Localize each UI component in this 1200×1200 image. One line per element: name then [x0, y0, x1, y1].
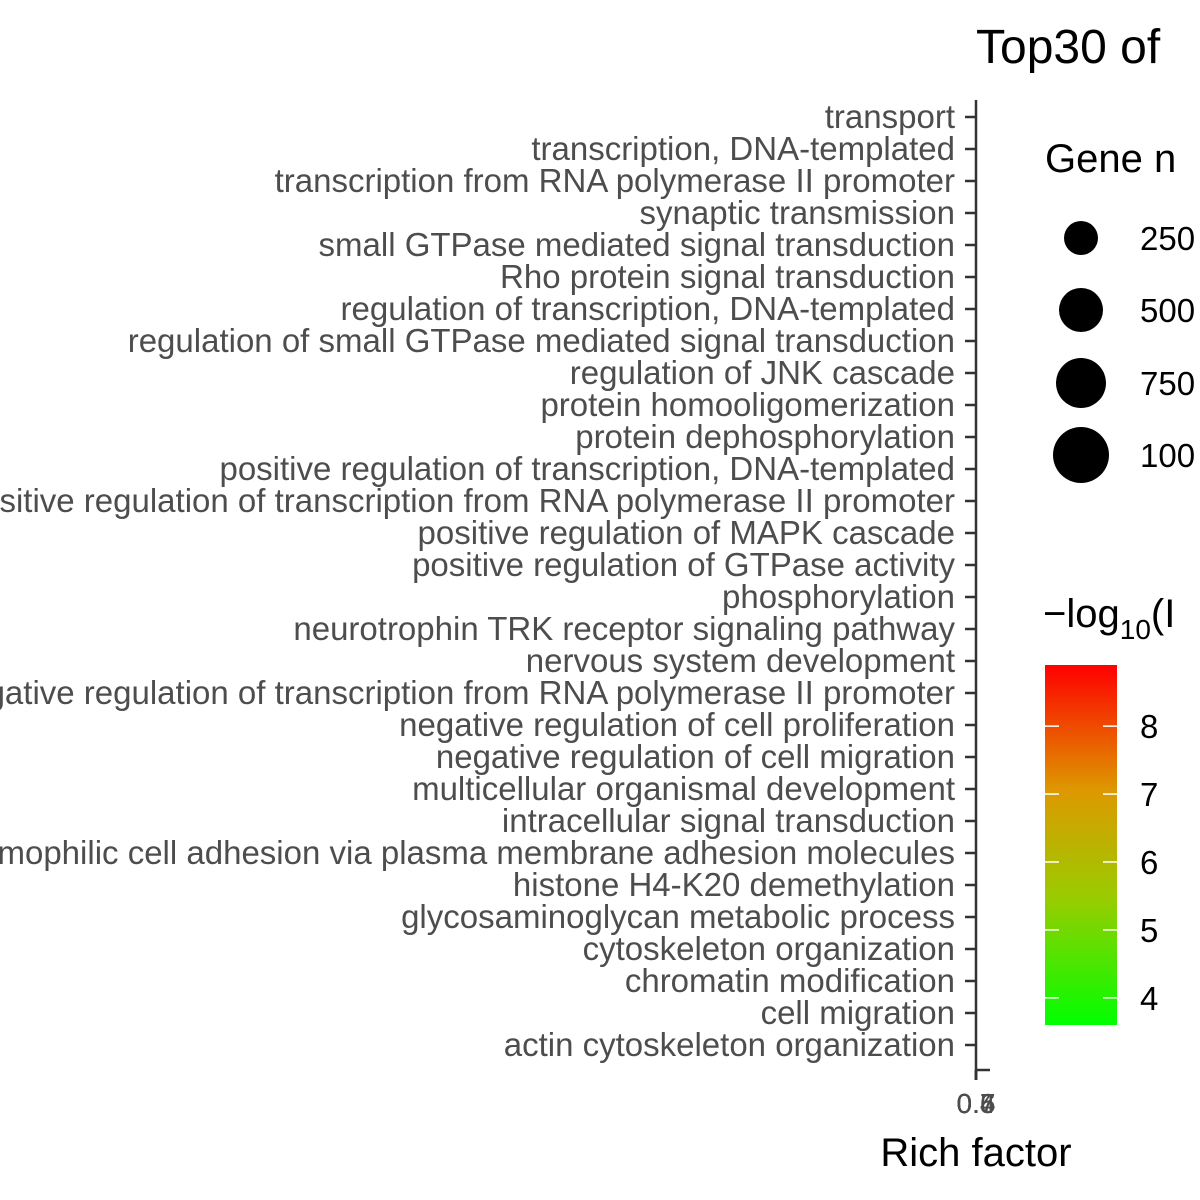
y-tick-label: Rho protein signal transduction: [500, 258, 955, 295]
y-tick-label: positive regulation of MAPK cascade: [418, 514, 955, 551]
size-legend-label: 100: [1140, 437, 1195, 474]
x-tick-label: 0.6: [957, 1088, 996, 1119]
y-tick-label: positive regulation of transcription, DN…: [219, 450, 955, 487]
y-tick-label: synaptic transmission: [640, 194, 955, 231]
y-tick-label: multicellular organismal development: [412, 770, 955, 807]
y-tick-label: transcription, DNA-templated: [531, 130, 955, 167]
size-legend-key: [1064, 221, 1098, 255]
y-tick-label: homophilic cell adhesion via plasma memb…: [0, 834, 955, 871]
y-tick-label: neurotrophin TRK receptor signaling path…: [293, 610, 955, 647]
color-bar-label: 8: [1140, 708, 1158, 745]
x-axis-title: Rich factor: [880, 1131, 1071, 1175]
color-bar-label: 6: [1140, 844, 1158, 881]
color-legend: −log10(I 8 7 6 5 4: [1043, 592, 1175, 1025]
color-legend-title-prefix: −log: [1043, 592, 1120, 636]
size-legend-label: 750: [1140, 365, 1195, 402]
color-bar-label: 7: [1140, 776, 1158, 813]
x-tick-label: 0.5: [957, 1088, 996, 1119]
y-tick-label: protein homooligomerization: [540, 386, 955, 423]
color-bar-label: 5: [1140, 912, 1158, 949]
y-tick-label: negative regulation of cell proliferatio…: [399, 706, 955, 743]
y-tick-label: regulation of JNK cascade: [570, 354, 955, 391]
y-tick-label: phosphorylation: [722, 578, 955, 615]
y-tick-label: intracellular signal transduction: [502, 802, 955, 839]
y-tick-label: nervous system development: [526, 642, 955, 679]
size-legend-label: 250: [1140, 220, 1195, 257]
chart-title: Top30 of: [976, 21, 1161, 74]
color-legend-title-subscript: 10: [1120, 614, 1151, 645]
y-tick-label: protein dephosphorylation: [575, 418, 955, 455]
y-tick-label: small GTPase mediated signal transductio…: [319, 226, 955, 263]
x-tick-label: 0.7: [957, 1088, 996, 1119]
size-legend-key: [1059, 288, 1103, 332]
y-tick-label: positive regulation of GTPase activity: [412, 546, 955, 583]
size-legend-key: [1053, 427, 1109, 483]
color-legend-title-suffix: (I: [1151, 592, 1175, 636]
color-bar-label: 4: [1140, 980, 1158, 1017]
y-tick-label: glycosaminoglycan metabolic process: [401, 898, 955, 935]
size-legend-key: [1056, 358, 1106, 408]
y-tick-label: cell migration: [761, 994, 955, 1031]
y-tick-label: cytoskeleton organization: [583, 930, 955, 967]
x-tick-label: 0.4: [957, 1088, 996, 1119]
y-tick-label: actin cytoskeleton organization: [504, 1026, 955, 1063]
y-tick-label: negative regulation of cell migration: [436, 738, 955, 775]
y-tick-label: regulation of small GTPase mediated sign…: [128, 322, 955, 359]
size-legend-label: 500: [1140, 292, 1195, 329]
x-axis-ticks: 0.40.50.60.7: [957, 1070, 996, 1119]
color-legend-title: −log10(I: [1043, 592, 1175, 645]
y-tick-label: chromatin modification: [625, 962, 955, 999]
y-tick-label: transcription from RNA polymerase II pro…: [275, 162, 955, 199]
size-legend: Gene n 250 500 750 100: [1045, 137, 1195, 483]
y-tick-label: histone H4-K20 demethylation: [513, 866, 955, 903]
size-legend-title: Gene n: [1045, 137, 1176, 181]
y-tick-label: transport: [825, 98, 955, 135]
y-tick-label: regulation of transcription, DNA-templat…: [341, 290, 955, 327]
y-tick-label: negative regulation of transcription fro…: [0, 674, 955, 711]
y-tick-label: positive regulation of transcription fro…: [0, 482, 955, 519]
color-bar: [1045, 665, 1117, 1025]
